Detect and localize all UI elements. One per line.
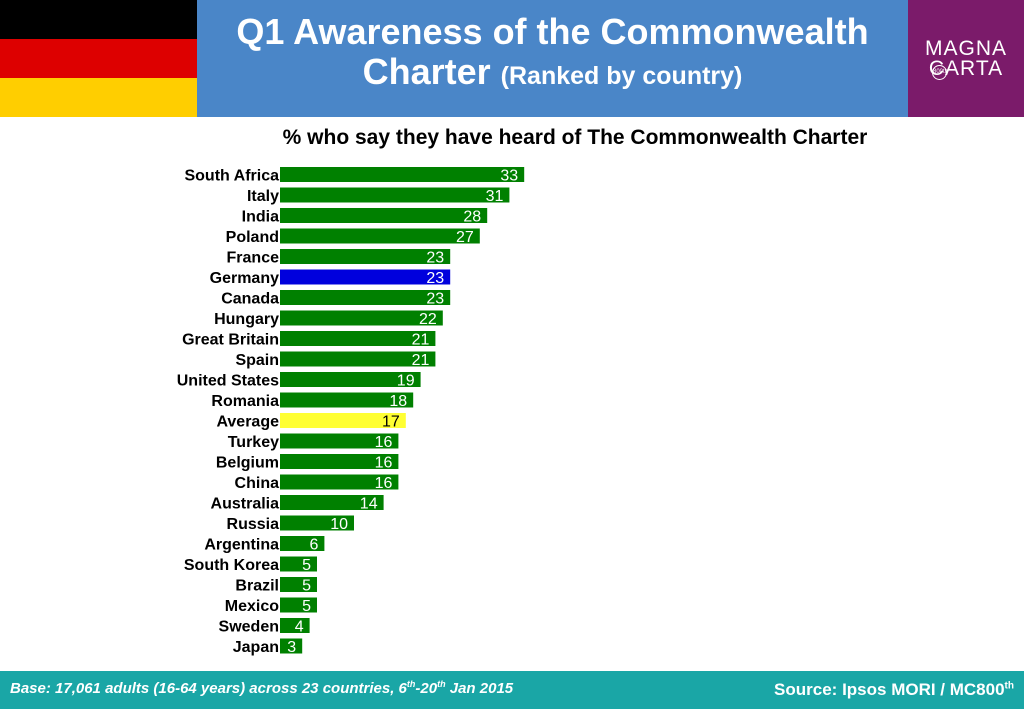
header-banner: Q1 Awareness of the Commonwealth Charter… [197, 0, 908, 117]
bar-south-korea [280, 556, 317, 572]
base-note-prefix: Base: 17,061 adults (16-64 years) across… [10, 680, 407, 697]
bar-germany [280, 269, 451, 285]
bar-south-africa [280, 167, 525, 182]
category-label-canada: Canada [221, 291, 279, 308]
data-label-hungary: 22 [419, 311, 437, 328]
bar-france [280, 249, 451, 264]
category-label-belgium: Belgium [216, 455, 279, 472]
category-label-average: Average [216, 414, 279, 431]
footer-bar: Base: 17,061 adults (16-64 years) across… [0, 671, 1024, 709]
page-title-line1: Q1 Awareness of the Commonwealth [236, 11, 869, 52]
category-label-south-africa: South Africa [184, 168, 279, 185]
category-label-sweden: Sweden [219, 619, 279, 636]
data-label-romania: 18 [389, 393, 407, 410]
data-label-average: 17 [382, 414, 400, 431]
bar-russia [280, 515, 354, 531]
data-label-argentina: 6 [309, 537, 318, 554]
chart-title: % who say they have heard of The Commonw… [282, 126, 868, 149]
logo-800th-badge: 800th [932, 65, 948, 80]
bar-great-britain [280, 331, 436, 346]
page-subtitle: (Ranked by country) [500, 62, 743, 90]
data-label-india: 28 [463, 209, 481, 226]
bar-italy [280, 187, 510, 203]
data-label-germany: 23 [426, 270, 444, 287]
data-label-japan: 3 [287, 639, 296, 656]
category-label-brazil: Brazil [235, 578, 279, 595]
category-label-germany: Germany [210, 270, 279, 287]
category-label-australia: Australia [211, 496, 280, 513]
logo-word-magna: MAGNA [924, 37, 1007, 60]
bar-canada [280, 290, 451, 305]
bar-argentina [280, 536, 325, 551]
base-note-suffix: Jan 2015 [445, 680, 514, 697]
category-label-united-states: United States [177, 373, 279, 390]
source-note-text: Source: Ipsos MORI / MC800 [774, 680, 1005, 699]
data-label-italy: 31 [486, 188, 504, 205]
data-label-france: 23 [426, 250, 444, 267]
category-label-mexico: Mexico [225, 598, 279, 615]
bar-belgium [280, 454, 399, 469]
bar-india [280, 208, 488, 223]
category-label-south-korea: South Korea [184, 557, 279, 574]
source-note: Source: Ipsos MORI / MC800th [774, 680, 1014, 700]
bar-chart: South Africa 33 Italy 31 India 28 Poland 27 Fran… [177, 167, 525, 656]
data-label-russia: 10 [330, 516, 348, 533]
bar-china [280, 474, 399, 490]
source-note-sup: th [1004, 680, 1014, 692]
data-label-china: 16 [375, 475, 393, 492]
logo-word-carta: CARTA [908, 58, 1024, 80]
page-title-line2: Charter (Ranked by country) [197, 52, 908, 96]
bar-mexico [280, 597, 317, 613]
category-label-russia: Russia [227, 516, 280, 533]
flag-stripe-red [0, 39, 197, 78]
logo-word-arta: ARTA [945, 57, 1004, 80]
bar-sweden [280, 618, 310, 633]
germany-flag [0, 0, 197, 117]
data-label-poland: 27 [456, 229, 474, 246]
category-label-argentina: Argentina [204, 537, 279, 554]
category-label-france: France [227, 250, 280, 267]
data-label-brazil: 5 [302, 578, 311, 595]
category-label-italy: Italy [247, 188, 279, 205]
base-note-sup2: th [437, 679, 446, 689]
data-label-belgium: 16 [375, 455, 393, 472]
bar-turkey [280, 433, 399, 449]
data-label-mexico: 5 [302, 598, 311, 615]
base-note-sup1: th [406, 679, 416, 689]
magna-carta-logo: MAGNA CARTA 800th [908, 0, 1024, 117]
category-label-hungary: Hungary [214, 311, 279, 328]
category-label-romania: Romania [211, 393, 279, 410]
bar-romania [280, 392, 414, 408]
category-label-turkey: Turkey [228, 434, 279, 451]
bar-spain [280, 351, 436, 367]
bar-poland [280, 228, 480, 244]
data-label-united-states: 19 [397, 373, 415, 390]
data-label-turkey: 16 [375, 434, 393, 451]
data-label-canada: 23 [426, 291, 444, 308]
data-label-south-korea: 5 [302, 557, 311, 574]
base-note-mid: -20 [415, 680, 438, 697]
data-label-sweden: 4 [295, 619, 304, 636]
data-label-south-africa: 33 [500, 168, 518, 185]
bar-average [280, 413, 406, 428]
category-label-spain: Spain [235, 352, 279, 369]
bar-japan [280, 638, 303, 654]
base-note: Base: 17,061 adults (16-64 years) across… [10, 679, 513, 697]
category-label-india: India [242, 209, 279, 226]
category-label-japan: Japan [233, 639, 279, 656]
category-label-great-britain: Great Britain [182, 332, 279, 349]
category-label-poland: Poland [226, 229, 279, 246]
category-label-china: China [235, 475, 280, 492]
bar-australia [280, 495, 384, 510]
data-label-spain: 21 [412, 352, 430, 369]
data-label-great-britain: 21 [412, 332, 430, 349]
page-title-charter: Charter [362, 51, 491, 92]
flag-stripe-gold [0, 78, 197, 117]
bar-brazil [280, 577, 317, 592]
bar-united-states [280, 372, 421, 387]
flag-stripe-black [0, 0, 197, 39]
bar-hungary [280, 310, 443, 326]
data-label-australia: 14 [360, 496, 378, 513]
